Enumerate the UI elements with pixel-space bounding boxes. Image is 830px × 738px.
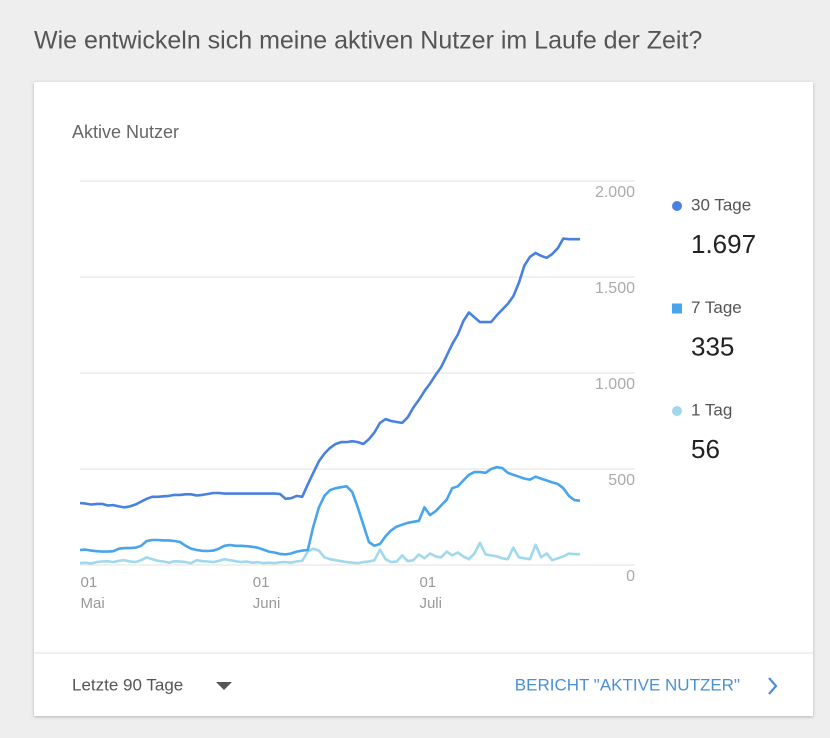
legend-marker (672, 406, 682, 416)
x-tick-day: 01 (419, 574, 436, 591)
legend-value: 56 (691, 434, 720, 464)
y-tick-label: 2.000 (595, 184, 635, 201)
chart-title: Aktive Nutzer (72, 122, 179, 142)
y-tick-label: 1.500 (595, 280, 635, 297)
x-tick-month: Mai (81, 595, 105, 612)
line (79, 541, 580, 565)
y-tick-label: 500 (608, 472, 635, 489)
x-tick-day: 01 (81, 574, 98, 591)
plot: 0 500 1.000 1.500 2.000 01 Mai 01 Juni 01 Juli 30 T… (79, 180, 756, 612)
dropdown-arrow (216, 682, 232, 690)
range-label[interactable]: Letzte 90 Tage (72, 675, 183, 694)
chevron (768, 677, 778, 695)
card (34, 82, 813, 716)
page-title: Wie entwickeln sich meine aktiven Nutzer… (34, 27, 702, 55)
report-link-label[interactable]: BERICHT "AKTIVE NUTZER" (515, 675, 740, 694)
legend-label: 1 Tag (691, 400, 732, 419)
line (79, 237, 580, 509)
legend-marker (672, 303, 682, 314)
legend-label: 30 Tage (691, 195, 751, 214)
x-tick-month: Juni (253, 595, 281, 612)
y-tick-label: 1.000 (595, 376, 635, 393)
report-link[interactable]: BERICHT "AKTIVE NUTZER" (515, 675, 778, 695)
x-tick-day: 01 (253, 574, 270, 591)
legend-marker (672, 201, 682, 211)
legend-value: 335 (691, 331, 734, 361)
legend-label: 7 Tage (691, 298, 742, 317)
y-tick-label: 0 (626, 568, 635, 585)
range-dropdown[interactable]: Letzte 90 Tage (72, 675, 232, 694)
legend-value: 1.697 (691, 229, 756, 259)
x-tick-month: Juli (419, 595, 442, 612)
line (79, 465, 581, 556)
